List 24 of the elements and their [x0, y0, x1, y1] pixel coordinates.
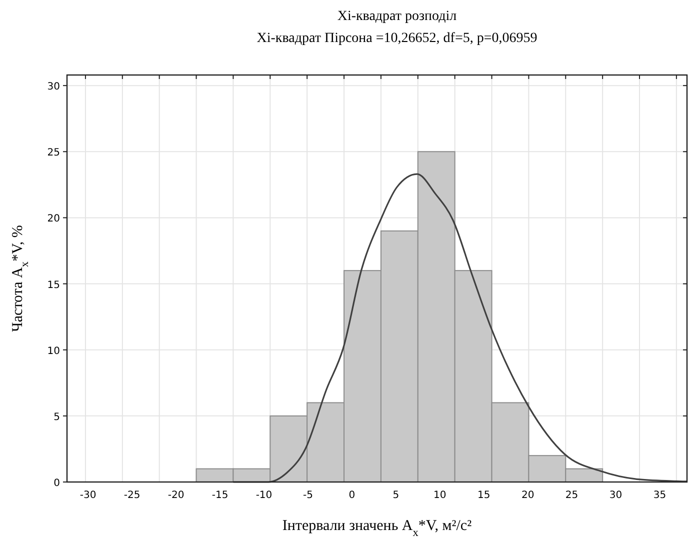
y-tick-label: 15	[47, 280, 60, 291]
x-tick-label: -10	[256, 490, 272, 501]
x-tick-label: -5	[302, 490, 313, 501]
x-tick-label: 10	[434, 490, 446, 501]
x-axis-title: Інтервали значень A$_{x}$*V, м²/с²	[282, 518, 472, 539]
chart-title: Xi-квадрат розподіл	[337, 9, 457, 24]
x-tick-label: -25	[124, 490, 140, 501]
y-tick-label: 5	[54, 412, 60, 423]
x-tick-label: -30	[80, 490, 96, 501]
x-tick-label: -15	[212, 490, 228, 501]
y-tick-label: 25	[47, 148, 60, 159]
x-tick-label: 0	[348, 490, 356, 501]
chart-subtitle: Xi-квадрат Пірсона =10,26652, df=5, p=0,06959	[256, 31, 538, 46]
x-tick-label: 5	[392, 490, 400, 501]
x-tick-label: 20	[521, 490, 534, 501]
x-tick-label: -20	[168, 490, 184, 501]
x-tick-label: 25	[565, 490, 578, 501]
y-tick-label: 10	[47, 346, 60, 357]
x-tick-label: 30	[609, 490, 622, 501]
y-tick-label: 30	[47, 82, 60, 93]
x-tick-label: 15	[477, 490, 490, 501]
y-tick-label: 20	[47, 214, 60, 225]
x-tick-label: 35	[653, 490, 666, 501]
y-tick-label: 0	[54, 478, 60, 489]
